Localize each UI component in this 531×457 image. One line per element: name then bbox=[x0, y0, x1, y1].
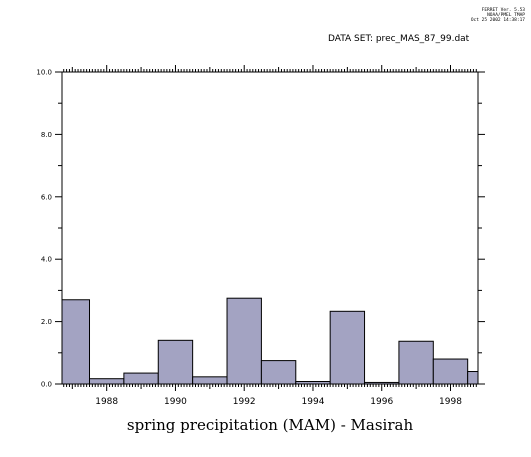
bar-1995 bbox=[329, 310, 366, 385]
y-tick-label: 4.0 bbox=[41, 256, 52, 264]
y-tick-label: 0.0 bbox=[41, 381, 52, 389]
bar-1987 bbox=[61, 299, 91, 385]
x-tick-label: 1992 bbox=[233, 397, 256, 407]
y-tick-label: 10.0 bbox=[36, 69, 52, 77]
plot-frame bbox=[61, 71, 479, 385]
y-tick-label: 2.0 bbox=[41, 318, 52, 326]
dataset-label: DATA SET: prec_MAS_87_99.dat bbox=[328, 34, 470, 44]
bar-1992 bbox=[226, 297, 262, 385]
x-axis-label: spring precipitation (MAM) - Masirah bbox=[127, 416, 414, 434]
bar-1988 bbox=[89, 378, 125, 385]
x-tick-label: 1990 bbox=[164, 397, 187, 407]
x-tick-label: 1998 bbox=[439, 397, 462, 407]
header-line-1: FERRET Ver. 5.53 bbox=[481, 8, 525, 13]
bar-1997 bbox=[398, 340, 434, 385]
bar-1998 bbox=[432, 358, 469, 385]
ferret-header: FERRET Ver. 5.53 NOAA/PMEL TMAP Oct 25 2… bbox=[471, 8, 525, 23]
y-tick-label: 8.0 bbox=[41, 131, 52, 139]
bar-1989 bbox=[123, 372, 159, 385]
bar-1999 bbox=[467, 371, 479, 385]
bar-1993 bbox=[260, 360, 297, 385]
bar-1991 bbox=[192, 376, 228, 385]
y-tick-label: 6.0 bbox=[41, 193, 52, 201]
header-line-2: NOAA/PMEL TMAP bbox=[487, 13, 525, 18]
x-tick-label: 1994 bbox=[302, 397, 325, 407]
bar-1990 bbox=[157, 339, 194, 385]
x-tick-label: 1996 bbox=[370, 397, 393, 407]
header-line-3: Oct 25 2002 14:38:17 bbox=[470, 18, 525, 23]
bars-group bbox=[61, 297, 479, 385]
x-tick-label: 1988 bbox=[95, 397, 118, 407]
